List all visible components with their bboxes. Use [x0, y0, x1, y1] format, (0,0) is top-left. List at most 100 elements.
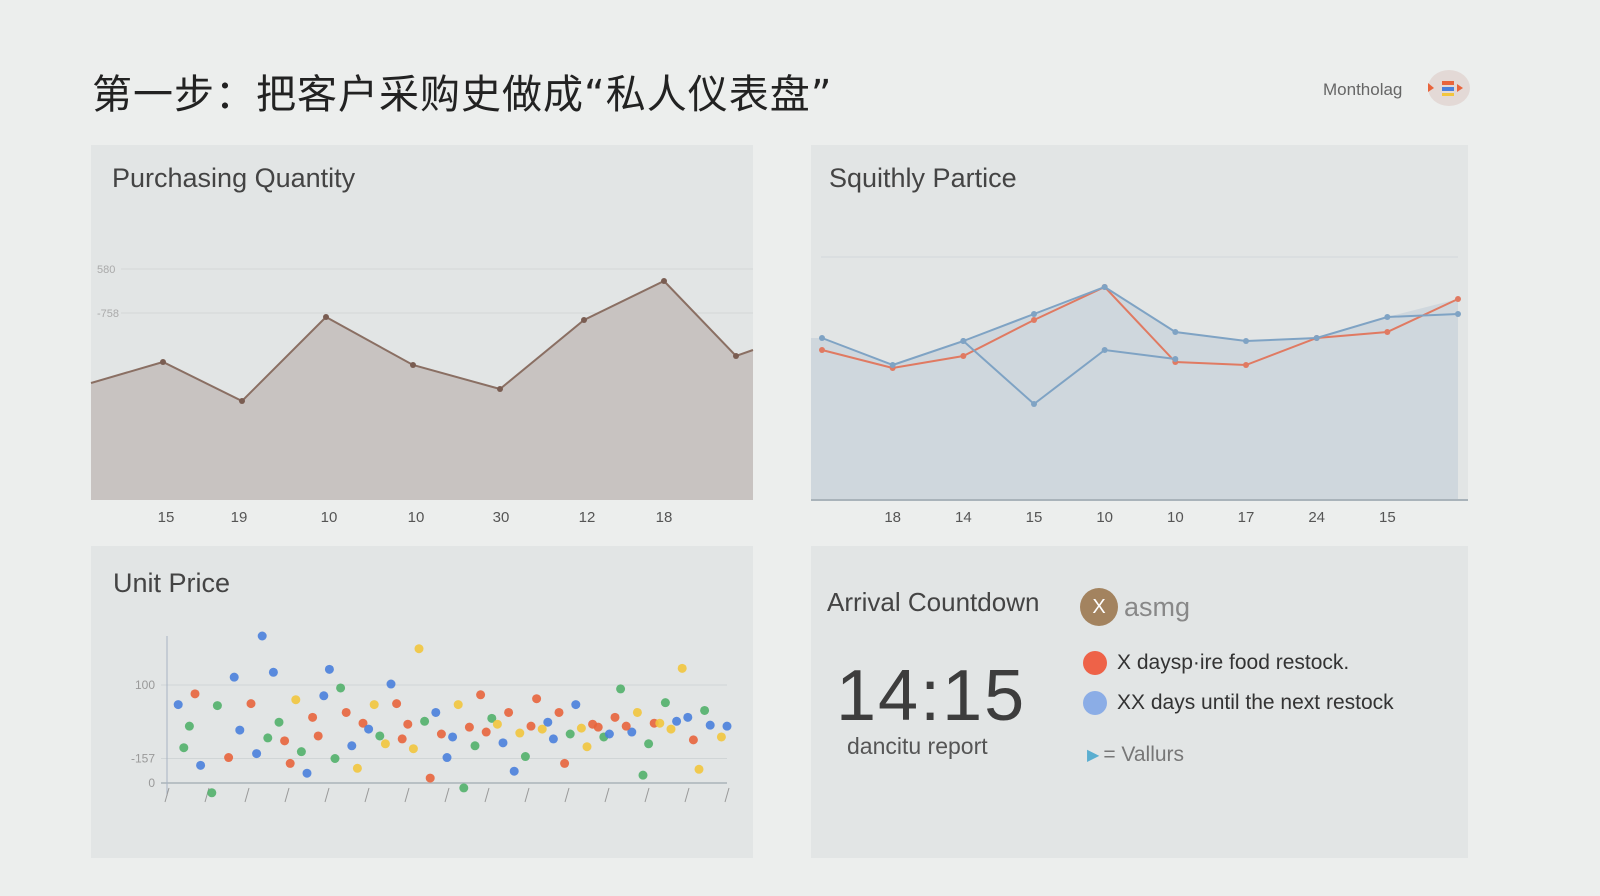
data-point	[819, 347, 825, 353]
x-tick-label: 19	[230, 509, 248, 526]
x-tick	[364, 787, 370, 803]
x-tick	[644, 787, 650, 803]
x-tick	[404, 787, 410, 803]
card-title: Unit Price	[113, 568, 231, 598]
legend-text: X daysp·ire food restock.	[1117, 651, 1350, 674]
data-point	[661, 278, 667, 284]
x-tick-label: 17	[1237, 509, 1255, 526]
scatter-point	[285, 758, 295, 768]
area-fill	[811, 287, 1458, 500]
data-point	[1172, 356, 1179, 362]
values-legend: ▶ = Vallurs	[1087, 743, 1184, 767]
scatter-point	[296, 747, 306, 757]
page-title: 第一步：把客户采购史做成“私人仪表盘”	[92, 72, 833, 118]
x-tick	[484, 787, 490, 803]
scatter-point	[481, 727, 491, 737]
scatter-point	[386, 679, 396, 689]
scatter-point	[638, 770, 648, 780]
card-title: Squithly Particе	[829, 163, 1017, 193]
data-point	[1031, 401, 1037, 407]
scatter-point	[660, 698, 670, 708]
x-tick	[524, 787, 530, 803]
unit-price-chart: 100 -157 0	[131, 631, 732, 803]
flag-logo-icon[interactable]	[1428, 70, 1470, 106]
scatter-point	[593, 722, 603, 732]
data-point	[1243, 362, 1249, 368]
scatter-point	[308, 712, 318, 722]
scatter-point	[498, 738, 508, 748]
x-tick	[244, 787, 250, 803]
scatter-point	[683, 712, 693, 722]
data-point	[960, 353, 967, 359]
scatter-point	[330, 754, 340, 763]
scatter-point	[442, 753, 452, 763]
scatter-point	[369, 700, 379, 710]
scatter-point	[207, 788, 217, 798]
scatter-point	[235, 725, 245, 735]
x-tick-label: 12	[578, 509, 596, 526]
scatter-point	[515, 728, 525, 738]
legend-item: X daysp·ire food restock.	[1083, 651, 1349, 675]
avatar: X	[1080, 588, 1118, 626]
data-point	[581, 317, 587, 323]
data-point	[1243, 338, 1249, 344]
scatter-point	[492, 719, 502, 729]
data-point	[1031, 311, 1037, 317]
scatter-point	[375, 731, 385, 741]
badge: X asmg	[1080, 588, 1190, 626]
squithly-particle-chart	[811, 256, 1468, 501]
scatter-point	[196, 760, 206, 770]
scatter-point	[313, 731, 323, 741]
scatter-point	[184, 721, 194, 731]
brand-name: Montholag	[1323, 80, 1403, 99]
y-tick-label: 0	[148, 776, 155, 790]
scatter-point	[408, 744, 418, 754]
x-tick-label: 10	[320, 509, 338, 526]
scatter-point	[224, 753, 234, 763]
scatter-point	[436, 729, 446, 739]
scatter-point	[616, 684, 626, 694]
series-line	[90, 279, 754, 403]
scatter-point	[537, 724, 547, 734]
scatter-point	[392, 699, 402, 709]
scatter-point	[280, 736, 290, 746]
x-tick	[284, 787, 290, 803]
x-tick-label: 10	[1166, 509, 1184, 526]
data-point	[1455, 311, 1461, 317]
scatter-point	[179, 743, 189, 753]
scatter-point	[173, 700, 183, 710]
scatter-point	[666, 724, 676, 734]
data-point	[1455, 296, 1461, 302]
y-tick-label: 100	[135, 678, 155, 692]
scatter-point	[464, 722, 474, 732]
scatter-point	[504, 707, 514, 717]
series-line	[821, 337, 1176, 406]
play-triangle-icon: ▶	[1087, 747, 1100, 764]
scatter-point	[554, 707, 564, 717]
scatter-point	[576, 723, 586, 733]
scatter-point	[459, 783, 469, 793]
x-tick-label: 18	[884, 509, 901, 526]
scatter-point	[632, 707, 642, 717]
scatter-point	[190, 689, 200, 699]
data-point	[733, 353, 739, 359]
scatter-point	[520, 752, 530, 762]
x-tick	[444, 787, 450, 803]
scatter-point	[548, 734, 558, 744]
purchasing-quantity-chart: 580-7585/5	[90, 264, 754, 500]
card-title: Purchasing Quantity	[112, 163, 356, 193]
data-point	[1031, 317, 1037, 323]
scatter-point	[705, 720, 715, 730]
scatter-point	[644, 739, 654, 749]
data-point	[323, 314, 329, 320]
scatter-point	[582, 742, 592, 752]
x-tick	[604, 787, 610, 803]
scatter-point	[476, 690, 486, 700]
scatter-point	[341, 707, 351, 717]
series-line	[821, 285, 1459, 370]
scatter-point	[560, 758, 570, 768]
scatter-point	[431, 707, 441, 717]
scatter-point	[274, 717, 284, 727]
scatter-point	[364, 724, 374, 734]
x-tick-label: 24	[1308, 509, 1325, 526]
